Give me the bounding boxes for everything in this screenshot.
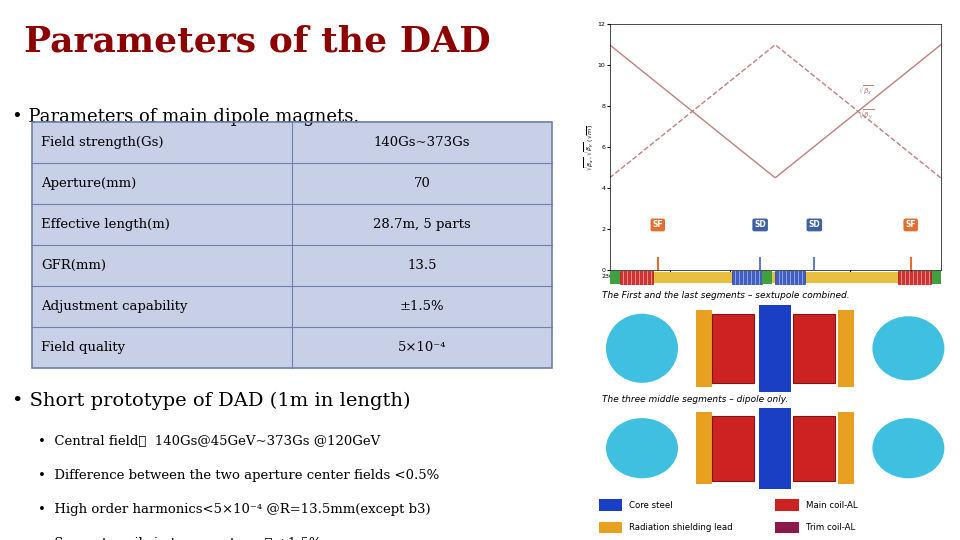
Text: Trim coil-AL: Trim coil-AL [805, 523, 855, 532]
Bar [712, 416, 754, 481]
Ellipse shape [851, 311, 945, 386]
Text: SF: SF [905, 220, 916, 230]
Bar [776, 522, 799, 534]
Text: Adjustment capability: Adjustment capability [41, 300, 188, 313]
Text: 28.7m, 5 parts: 28.7m, 5 parts [373, 218, 471, 231]
Ellipse shape [606, 314, 678, 383]
Text: •  Central field：  140Gs@45GeV~373Gs @120GeV: • Central field： 140Gs@45GeV~373Gs @120G… [38, 435, 380, 448]
Bar [838, 310, 854, 387]
Text: ±1.5%: ±1.5% [399, 300, 444, 313]
Bar [759, 305, 791, 392]
Text: 70: 70 [414, 177, 431, 190]
Ellipse shape [873, 418, 945, 478]
Bar [732, 271, 762, 285]
Text: • Parameters of main dipole magnets.: • Parameters of main dipole magnets. [12, 108, 359, 126]
Text: GFR(mm): GFR(mm) [41, 259, 107, 272]
Ellipse shape [851, 414, 945, 483]
Text: $\sqrt{\beta_y}$: $\sqrt{\beta_y}$ [858, 107, 874, 122]
Bar [619, 271, 653, 285]
Ellipse shape [606, 311, 700, 386]
Bar [33, 163, 552, 204]
Bar [762, 271, 772, 285]
Text: •  Difference between the two aperture center fields <0.5%: • Difference between the two aperture ce… [38, 469, 440, 482]
Bar [610, 271, 619, 285]
Bar [33, 286, 552, 327]
Bar [33, 245, 552, 286]
Bar [838, 413, 854, 484]
Bar [33, 122, 552, 368]
Text: Parameters of the DAD: Parameters of the DAD [24, 24, 491, 58]
Bar [898, 271, 931, 285]
Text: Aperture(mm): Aperture(mm) [41, 177, 136, 190]
Text: 5×10⁻⁴: 5×10⁻⁴ [397, 341, 446, 354]
Text: SD: SD [755, 220, 766, 230]
Text: Field strength(Gs): Field strength(Gs) [41, 136, 164, 148]
Y-axis label: $\sqrt{\beta_x},\sqrt{\beta_y}$ ($\sqrt{m}$): $\sqrt{\beta_x},\sqrt{\beta_y}$ ($\sqrt{… [583, 123, 596, 171]
Text: •  High order harmonics<5×10⁻⁴ @R=13.5mm(except b3): • High order harmonics<5×10⁻⁴ @R=13.5mm(… [38, 503, 431, 516]
Text: SF: SF [653, 220, 663, 230]
Text: • Short prototype of DAD (1m in length): • Short prototype of DAD (1m in length) [12, 392, 410, 410]
Bar [776, 271, 805, 285]
Bar [599, 500, 622, 511]
Bar [610, 272, 941, 283]
Text: The First and the last segments – sextupole combined.: The First and the last segments – sextup… [603, 291, 850, 300]
Text: 140Gs~373Gs: 140Gs~373Gs [373, 136, 470, 148]
Bar [712, 314, 754, 383]
Bar [33, 327, 552, 368]
Bar [931, 271, 941, 285]
Bar [696, 413, 712, 484]
Text: $\sqrt{\beta_x}$: $\sqrt{\beta_x}$ [858, 83, 874, 97]
Ellipse shape [873, 316, 945, 380]
Bar [696, 310, 712, 387]
Text: Radiation shielding lead: Radiation shielding lead [630, 523, 733, 532]
Ellipse shape [606, 418, 678, 478]
Text: Core steel: Core steel [630, 501, 673, 510]
Text: •  Separate coils in two apertures： ±1.5%: • Separate coils in two apertures： ±1.5% [38, 537, 322, 540]
Text: Effective length(m): Effective length(m) [41, 218, 170, 231]
Text: Field quality: Field quality [41, 341, 126, 354]
Bar [33, 122, 552, 163]
Bar [759, 408, 791, 489]
Text: SD: SD [808, 220, 820, 230]
Bar [776, 500, 799, 511]
Text: 13.5: 13.5 [407, 259, 437, 272]
Bar [33, 204, 552, 245]
Bar [793, 314, 834, 383]
Text: Main coil-AL: Main coil-AL [805, 501, 857, 510]
Bar [599, 522, 622, 534]
Bar [793, 416, 834, 481]
Ellipse shape [606, 414, 700, 483]
Text: The three middle segments – dipole only.: The three middle segments – dipole only. [603, 395, 789, 404]
